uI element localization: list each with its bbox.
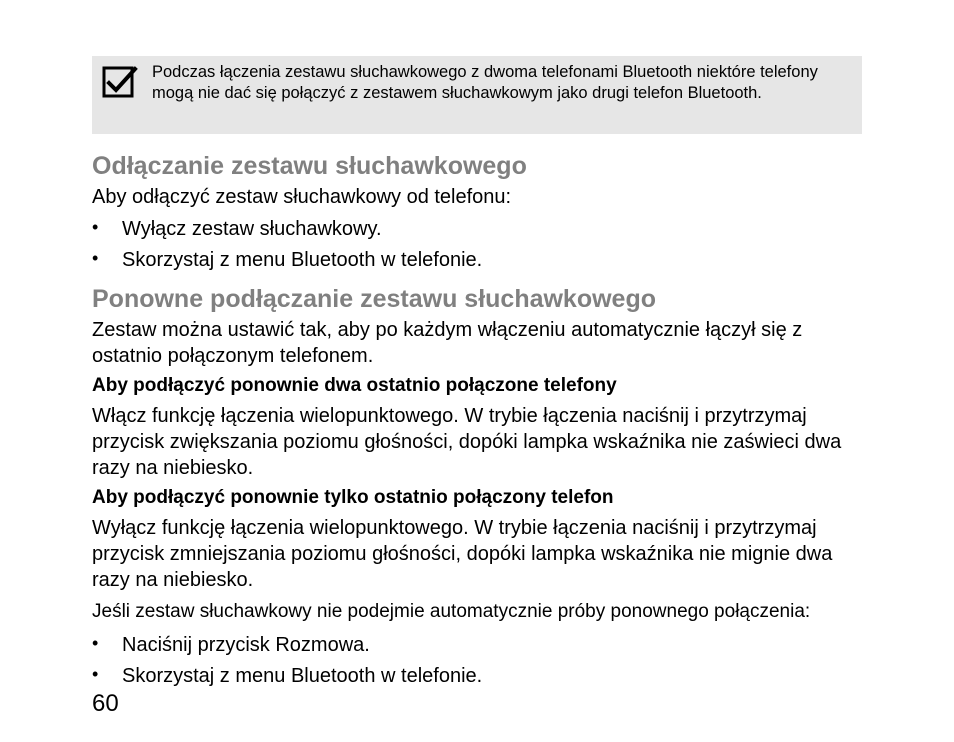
checkbox-icon <box>102 64 138 100</box>
subheading-one-phone: Aby podłączyć ponownie tylko ostatnio po… <box>92 487 614 509</box>
manual-page: Podczas łączenia zestawu słuchawkowego z… <box>0 0 954 742</box>
intro-reconnect: Zestaw można ustawić tak, aby po każdym … <box>92 317 862 369</box>
body-two-phones: Włącz funkcję łączenia wielopunktowego. … <box>92 403 862 481</box>
body-one-phone: Wyłącz funkcję łączenia wielopunktowego.… <box>92 515 862 593</box>
list-item: Wyłącz zestaw słuchawkowy. <box>92 214 482 245</box>
subheading-two-phones: Aby podłączyć ponownie dwa ostatnio połą… <box>92 375 617 397</box>
list-item: Skorzystaj z menu Bluetooth w telefonie. <box>92 245 482 276</box>
list-item: Naciśnij przycisk Rozmowa. <box>92 630 482 661</box>
tail-intro: Jeśli zestaw słuchawkowy nie podejmie au… <box>92 600 872 625</box>
bullets-reconnect: Naciśnij przycisk Rozmowa. Skorzystaj z … <box>92 630 482 692</box>
note-box: Podczas łączenia zestawu słuchawkowego z… <box>92 56 862 134</box>
page-number: 60 <box>92 690 119 718</box>
heading-disconnect: Odłączanie zestawu słuchawkowego <box>92 152 527 181</box>
bullets-disconnect: Wyłącz zestaw słuchawkowy. Skorzystaj z … <box>92 214 482 276</box>
list-item: Skorzystaj z menu Bluetooth w telefonie. <box>92 661 482 692</box>
heading-reconnect: Ponowne podłączanie zestawu słuchawkoweg… <box>92 285 656 314</box>
note-text: Podczas łączenia zestawu słuchawkowego z… <box>152 62 852 104</box>
intro-disconnect: Aby odłączyć zestaw słuchawkowy od telef… <box>92 184 862 210</box>
